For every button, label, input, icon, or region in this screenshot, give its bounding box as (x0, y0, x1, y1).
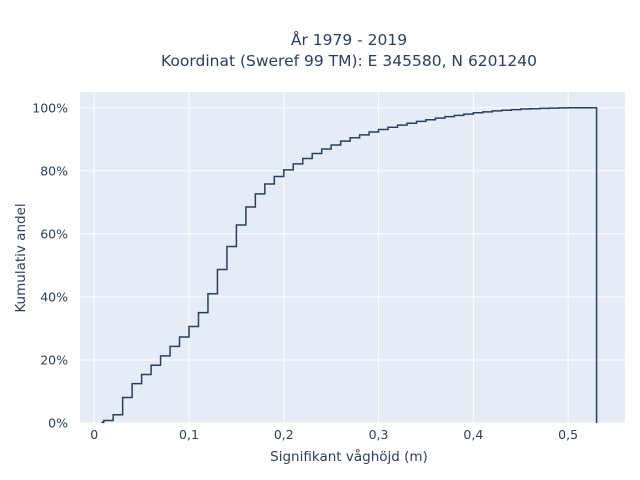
plot-area (80, 92, 625, 423)
x-tick-label: 0,3 (369, 427, 389, 442)
cumulative-step-line (101, 107, 598, 424)
y-tick-label: 60% (40, 226, 68, 241)
y-tick-label: 20% (40, 352, 68, 367)
x-tick-label: 0,5 (558, 427, 578, 442)
x-tick-label: 0,4 (463, 427, 483, 442)
y-tick-label: 0% (48, 416, 68, 431)
x-axis-title: Signifikant våghöjd (m) (270, 448, 428, 465)
x-tick-label: 0,2 (274, 427, 294, 442)
y-tick-label: 80% (40, 163, 68, 178)
x-tick-labels: 0 0,1 0,2 0,3 0,4 0,5 (90, 427, 578, 442)
x-tick-label: 0 (90, 427, 98, 442)
y-tick-label: 40% (40, 289, 68, 304)
y-tick-labels: 0% 20% 40% 60% 80% 100% (32, 100, 68, 430)
y-axis-title: Kumulativ andel (13, 203, 29, 312)
chart-title-line1: År 1979 - 2019 (291, 30, 407, 49)
x-tick-label: 0,1 (179, 427, 199, 442)
y-tick-label: 100% (32, 100, 68, 115)
grid-lines (80, 92, 625, 424)
chart-title-line2: Koordinat (Sweref 99 TM): E 345580, N 62… (161, 52, 537, 70)
